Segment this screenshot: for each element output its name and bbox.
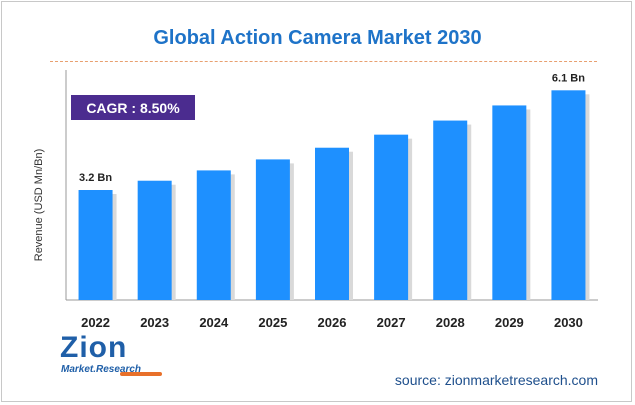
logo-subtitle: Market.Research xyxy=(61,364,142,375)
bar-2026 xyxy=(315,147,349,300)
chart-title: Global Action Camera Market 2030 xyxy=(153,27,482,49)
source-note: source: zionmarketresearch.com xyxy=(394,372,598,388)
x-tick-label: 2027 xyxy=(377,315,406,330)
bar-2024 xyxy=(196,170,231,300)
x-tick-label: 2023 xyxy=(140,315,169,330)
x-tick-label: 2026 xyxy=(318,315,347,330)
bar-2030 xyxy=(551,90,586,300)
title-divider xyxy=(50,61,597,62)
x-tick-label: 2028 xyxy=(436,315,465,330)
bar-2025 xyxy=(255,159,290,300)
bar-2029 xyxy=(492,105,527,300)
bar-2022 xyxy=(78,190,113,300)
x-tick-label: 2030 xyxy=(554,315,583,330)
logo-word: Zion xyxy=(60,331,128,364)
bar-2027 xyxy=(374,134,409,300)
bar-2023 xyxy=(137,180,172,300)
bar-2028 xyxy=(433,120,468,300)
x-tick-label: 2029 xyxy=(495,315,524,330)
x-tick-label: 2022 xyxy=(81,315,110,330)
logo-swoosh xyxy=(120,372,162,376)
x-tick-label: 2024 xyxy=(199,315,229,330)
data-label: 3.2 Bn xyxy=(79,172,112,184)
x-tick-label: 2025 xyxy=(258,315,287,330)
data-label: 6.1 Bn xyxy=(552,72,585,84)
cagr-badge: CAGR : 8.50% xyxy=(71,95,195,120)
zion-logo: Zion Market.Research xyxy=(60,332,170,380)
